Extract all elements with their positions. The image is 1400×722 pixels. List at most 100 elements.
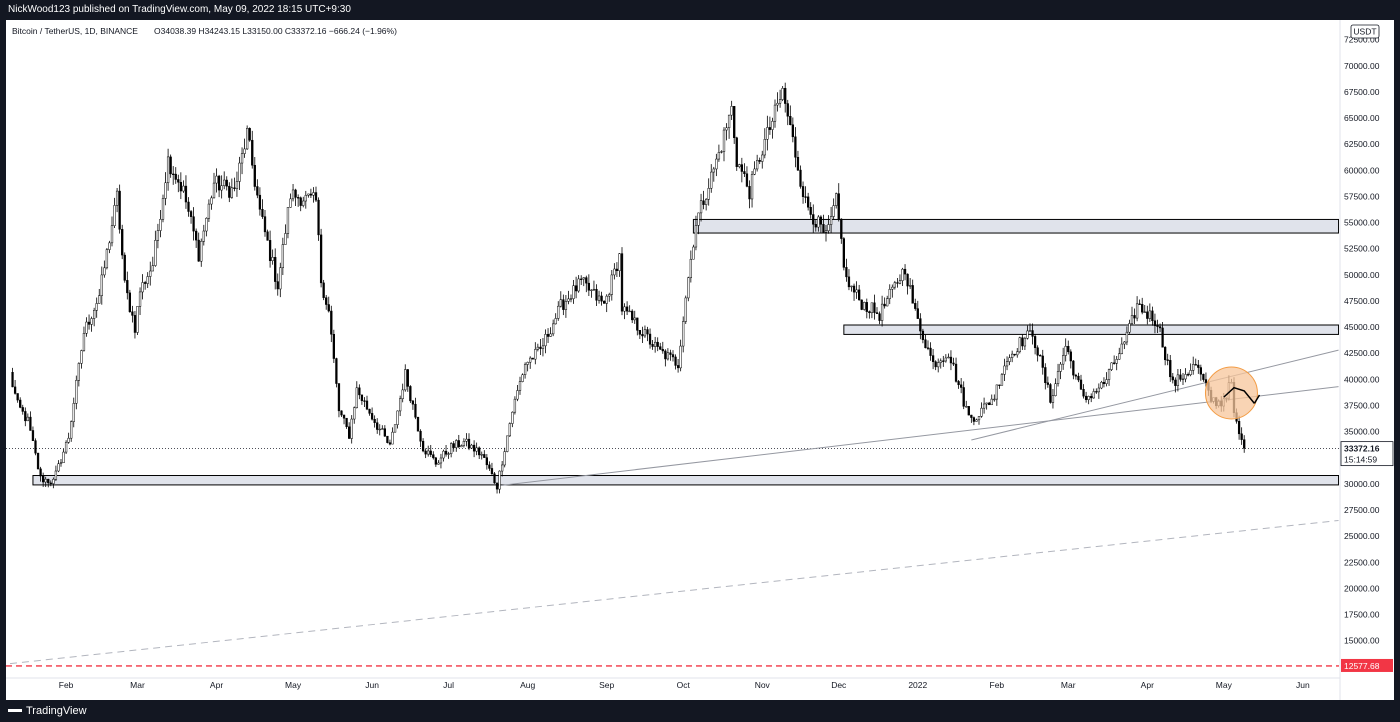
countdown-label: 15:14:59 [1344, 455, 1377, 465]
candle-up [569, 298, 573, 300]
candle-up [666, 352, 670, 360]
candle-down [416, 416, 420, 432]
candle-down [914, 303, 917, 309]
trendline[interactable] [496, 386, 1339, 487]
candle-up [717, 152, 721, 160]
candle-up [521, 374, 524, 382]
footer-bar: TradingView [0, 700, 1400, 722]
candle-up [1189, 370, 1192, 375]
candle-down [1174, 379, 1177, 386]
candle-down [414, 403, 417, 418]
candle-up [437, 462, 440, 465]
trendline[interactable] [9, 519, 1339, 665]
candle-down [29, 416, 32, 431]
price-chart[interactable]: 72500.00 70000.00 67500.00 65000.00 62500.00… [6, 20, 1394, 700]
price-tick-label: 50000.00 [1344, 270, 1380, 280]
time-tick-label: Sep [599, 680, 614, 690]
candle-up [85, 321, 88, 334]
candle-down [467, 438, 471, 449]
candle-down [258, 194, 262, 210]
candle-up [1130, 315, 1134, 324]
candle-down [865, 302, 868, 312]
candle-up [610, 274, 613, 295]
time-tick-label: Jun [365, 680, 379, 690]
candle-down [784, 88, 787, 104]
candle-up [100, 274, 103, 296]
candle-down [327, 304, 330, 312]
projection-arrow[interactable] [1253, 394, 1261, 404]
candle-up [582, 277, 585, 280]
resistance-support-zone[interactable] [843, 324, 1339, 335]
candle-up [98, 295, 101, 304]
candle-up [901, 268, 904, 281]
candle-up [503, 451, 506, 466]
candle-up [212, 182, 216, 199]
candle-down [789, 115, 792, 125]
candle-down [743, 171, 746, 175]
candle-up [506, 435, 509, 452]
candle-up [202, 230, 205, 242]
candle-up [286, 207, 290, 234]
candle-up [103, 267, 106, 276]
candle-down [169, 156, 172, 175]
price-axis[interactable]: 72500.00 70000.00 67500.00 65000.00 62500.00… [1344, 35, 1380, 646]
candle-up [230, 187, 233, 198]
candle-down [758, 160, 761, 162]
candle-up [1056, 371, 1060, 384]
highlight-circle[interactable] [1204, 366, 1258, 420]
candle-up [1181, 378, 1185, 381]
plot-area[interactable] [6, 82, 1339, 667]
time-axis[interactable]: Feb Mar Apr May Jun Jul Aug Sep Oct Nov Dec 2022 Feb… [59, 680, 1310, 690]
symbol-legend[interactable]: Bitcoin / TetherUS, 1D, BINANCE O34038.39… [12, 26, 397, 36]
candle-up [577, 278, 580, 292]
candle-down [478, 447, 481, 456]
candle-up [1026, 330, 1029, 339]
candle-up [67, 437, 70, 443]
candle-down [192, 216, 195, 232]
candle-down [546, 334, 550, 337]
candle-up [766, 127, 769, 140]
candle-up [975, 419, 978, 422]
candle-down [251, 139, 254, 166]
candle-up [1023, 338, 1027, 347]
candle-up [475, 447, 478, 452]
candle-up [898, 280, 902, 284]
candle-up [281, 244, 284, 269]
candle-down [319, 234, 323, 284]
resistance-support-zone[interactable] [692, 218, 1339, 234]
candle-up [761, 154, 764, 162]
candle-down [411, 400, 415, 405]
candle-down [794, 136, 797, 158]
time-tick-label: Mar [130, 680, 145, 690]
candle-down [659, 346, 662, 350]
candle-down [121, 229, 124, 256]
chart-panel[interactable]: 72500.00 70000.00 67500.00 65000.00 62500.00… [6, 20, 1394, 700]
projection-path[interactable] [1223, 386, 1255, 404]
candle-up [529, 357, 532, 363]
candle-up [235, 181, 239, 189]
candle-up [750, 174, 754, 200]
candle-down [330, 310, 333, 335]
candle-up [381, 428, 384, 430]
candle-down [363, 400, 366, 402]
candle-up [450, 443, 453, 454]
resistance-support-zone[interactable] [32, 475, 1339, 486]
candle-up [756, 160, 759, 170]
candle-up [391, 431, 394, 445]
candle-down [419, 430, 422, 442]
trendline[interactable] [971, 349, 1339, 441]
price-tick-label: 30000.00 [1344, 479, 1380, 489]
currency-badge[interactable]: USDT [1350, 24, 1380, 39]
candle-up [727, 114, 731, 129]
candle-down [493, 473, 496, 484]
candle-down [421, 440, 425, 452]
candle-down [335, 358, 338, 384]
candle-down [906, 273, 909, 287]
candle-down [1197, 364, 1200, 368]
candle-up [697, 212, 700, 226]
candle-down [261, 209, 264, 217]
candle-down [669, 352, 672, 355]
candle-down [11, 372, 14, 388]
candle-down [671, 354, 675, 358]
